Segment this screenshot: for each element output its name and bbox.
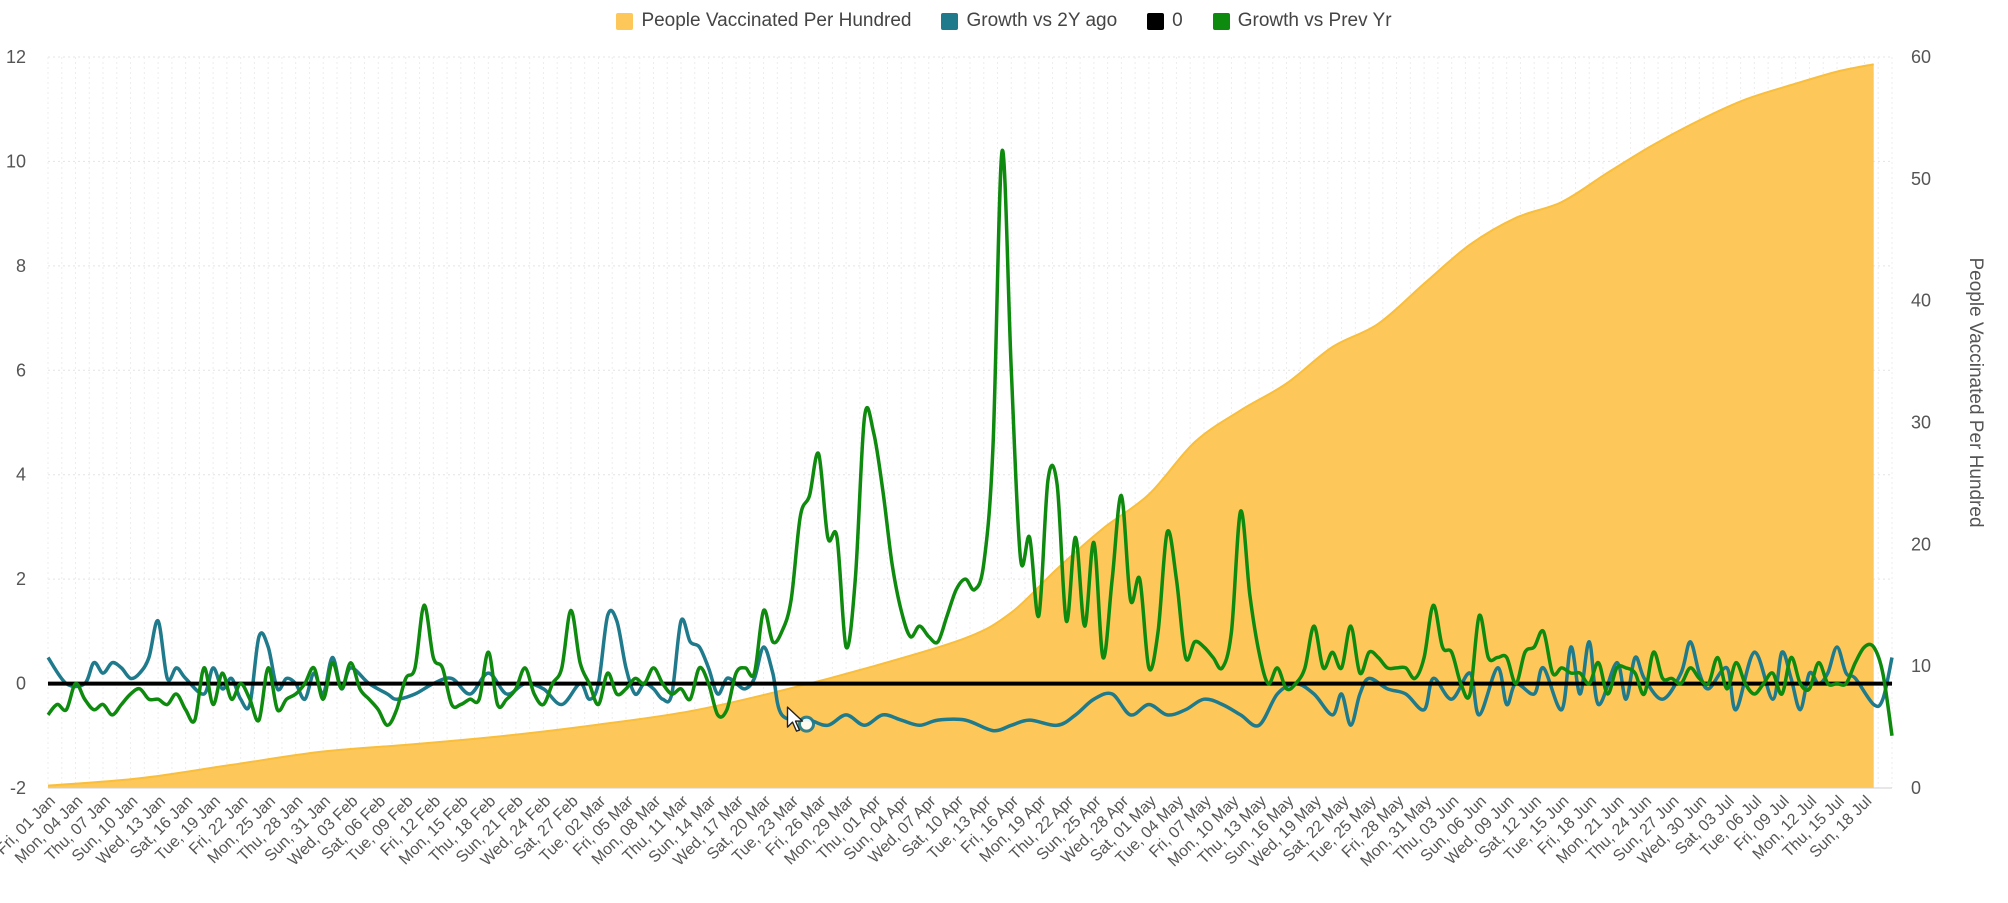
series-line-growth-vs-prev-yr <box>46 148 1894 737</box>
y-right-tick-label: 10 <box>1911 656 1931 676</box>
y-left-tick-label: -2 <box>10 778 26 798</box>
y-right-tick-label: 0 <box>1911 778 1921 798</box>
y-left-tick-label: 2 <box>16 569 26 589</box>
legend-label: People Vaccinated Per Hundred <box>641 10 912 31</box>
y-right-axis-title: People Vaccinated Per Hundred <box>1965 257 1986 527</box>
y-right-tick-label: 30 <box>1911 413 1931 433</box>
legend-label: 0 <box>1172 10 1183 31</box>
y-right-tick-label: 50 <box>1911 169 1931 189</box>
legend-swatch <box>1212 12 1230 30</box>
series-layer <box>46 63 1894 789</box>
legend-label: Growth vs Prev Yr <box>1237 10 1392 31</box>
legend-swatch <box>616 12 634 30</box>
series-outline-people-vaccinated-per-hundred <box>47 63 1874 787</box>
y-left-tick-label: 12 <box>6 47 26 67</box>
y-left-tick-label: 10 <box>6 151 26 171</box>
y-left-tick-label: 6 <box>16 360 26 380</box>
y-left-tick-label: 4 <box>16 465 26 485</box>
y-right-tick-label: 20 <box>1911 534 1931 554</box>
mouse-pointer-icon <box>786 706 804 732</box>
series-line-growth-vs-2y-ago <box>46 608 1894 733</box>
cursor-layer <box>786 706 816 733</box>
series-area-people-vaccinated-per-hundred <box>48 64 1874 789</box>
legend-item[interactable]: Growth vs Prev Yr <box>1212 10 1392 32</box>
y-right-tick-label: 60 <box>1911 47 1931 67</box>
chart-legend: People Vaccinated Per Hundred Growth vs 2… <box>0 10 2008 32</box>
y-left-tick-label: 8 <box>16 256 26 276</box>
legend-item[interactable]: People Vaccinated Per Hundred <box>616 10 911 32</box>
chart-axes: -2 0 2 4 6 8 10 12 0 10 20 30 40 50 60 People Vaccinate… <box>0 47 1986 871</box>
legend-item[interactable]: Growth vs 2Y ago <box>941 10 1117 32</box>
hover-marker <box>798 715 816 733</box>
legend-swatch <box>941 12 959 30</box>
y-right-tick-label: 40 <box>1911 291 1931 311</box>
legend-swatch <box>1147 12 1165 30</box>
y-left-tick-label: 0 <box>16 674 26 694</box>
legend-item[interactable]: 0 <box>1147 10 1183 32</box>
legend-label: Growth vs 2Y ago <box>966 10 1118 31</box>
